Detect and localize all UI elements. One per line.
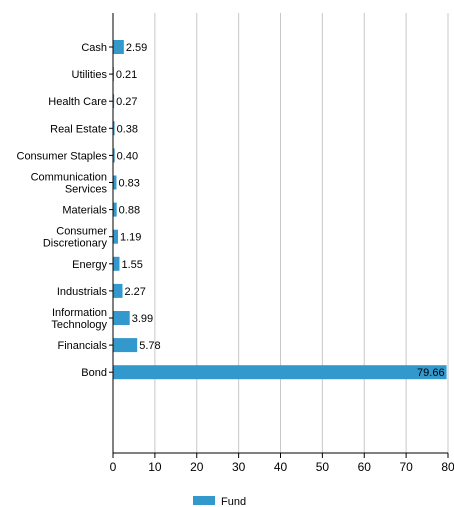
x-tick-label: 60 — [358, 460, 372, 474]
x-tick-label: 0 — [110, 460, 117, 474]
bar-communication-services — [113, 175, 117, 190]
value-label: 0.21 — [116, 69, 137, 81]
bar-bond — [113, 365, 447, 380]
value-label: 5.78 — [139, 340, 160, 352]
value-label: 79.66 — [417, 367, 445, 379]
bar-industrials — [113, 283, 123, 298]
axes — [109, 13, 449, 458]
category-label: Cash — [81, 42, 107, 54]
bars — [113, 40, 447, 380]
legend-label-fund: Fund — [221, 496, 246, 507]
x-tick-label: 20 — [190, 460, 204, 474]
value-label: 1.19 — [120, 232, 141, 244]
x-tick-label: 40 — [274, 460, 288, 474]
value-label: 0.88 — [119, 205, 140, 217]
category-labels: Cash Utilities Health Care Real Estate Consu… — [17, 42, 108, 379]
x-tick-label: 30 — [232, 460, 246, 474]
value-label: 3.99 — [132, 313, 153, 325]
x-tick-label: 70 — [399, 460, 413, 474]
value-label: 0.83 — [118, 178, 139, 190]
category-label: Energy — [72, 259, 107, 271]
bar-consumer-staples — [113, 148, 115, 163]
x-tick-label: 50 — [316, 460, 330, 474]
x-tick-label: 10 — [148, 460, 162, 474]
category-label: Consumer Staples — [17, 150, 108, 162]
category-label: Bond — [81, 367, 107, 379]
value-label: 1.55 — [121, 259, 142, 271]
x-tick-label: 80 — [441, 460, 454, 474]
category-label: Industrials — [57, 286, 108, 298]
bar-cash — [113, 40, 124, 54]
category-label: Health Care — [48, 96, 107, 108]
value-label: 0.40 — [117, 150, 138, 162]
value-label: 0.38 — [117, 123, 138, 135]
category-label: Utilities — [72, 69, 108, 81]
category-label: Consumer Discretionary — [43, 226, 108, 250]
bar-health-care — [113, 94, 115, 109]
bar-energy — [113, 256, 120, 271]
category-label: Communication Services — [31, 172, 108, 196]
category-label: Materials — [62, 205, 107, 217]
bar-information-technology — [113, 311, 130, 325]
category-label: Financials — [57, 340, 107, 352]
category-label: Real Estate — [50, 123, 107, 135]
bar-consumer-discretionary — [113, 229, 118, 244]
value-labels: 2.59 0.21 0.27 0.38 0.40 0.83 0.88 1.19 1.55 2.27… — [116, 42, 445, 379]
bar-real-estate — [113, 121, 115, 136]
category-label: Information Technology — [51, 307, 107, 331]
grid-lines — [154, 13, 449, 453]
x-tick-labels: 0 10 20 30 40 50 60 70 80 — [110, 460, 454, 474]
bar-materials — [113, 202, 117, 217]
legend-swatch-fund — [193, 496, 215, 505]
value-label: 2.27 — [125, 286, 146, 298]
bar-financials — [113, 338, 138, 353]
legend: Fund — [193, 496, 246, 507]
value-label: 0.27 — [116, 96, 137, 108]
value-label: 2.59 — [126, 42, 147, 54]
